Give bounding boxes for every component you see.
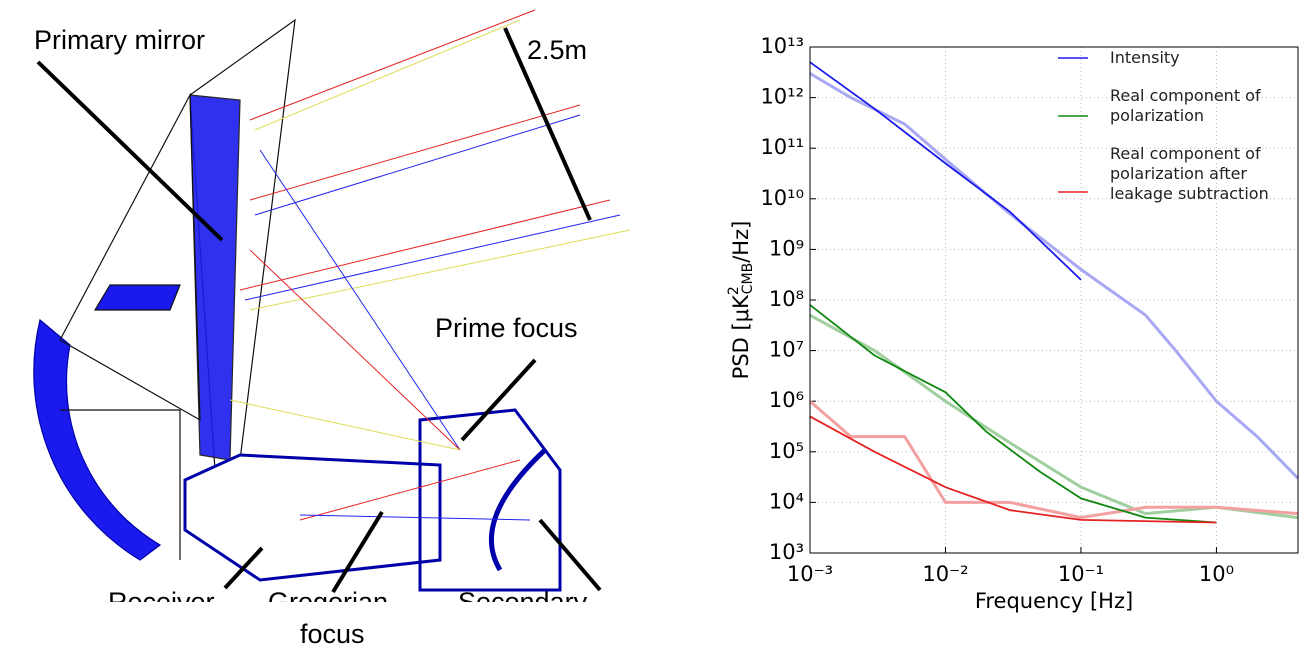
y-axis-label-part: CMB — [740, 263, 756, 294]
plot-frame — [809, 46, 1299, 554]
y-tick-label: 10⁴ — [769, 489, 804, 513]
y-tick-label: 10⁵ — [769, 439, 804, 463]
fit-line — [809, 415, 1217, 524]
psd-chart: 10³ 10⁴ 10⁵ 10⁶ 10⁷ 10⁸ 10⁹ 10¹⁰ 10¹¹ 10¹² 10¹³ 10⁻… — [726, 34, 1300, 613]
measured-line — [809, 400, 1299, 520]
diagram-label: Prime focus — [435, 313, 578, 343]
y-tick-label: 10⁶ — [769, 388, 804, 412]
measured-line — [809, 72, 1300, 480]
diagram-label: 2.5m — [527, 35, 587, 65]
diagram-label: Gregorian — [268, 587, 388, 617]
y-tick-label: 10¹² — [760, 85, 804, 109]
x-axis-label: Frequency [Hz] — [975, 589, 1133, 613]
legend-label: Real component of polarization after lea… — [1110, 144, 1269, 203]
diagram-label: Secondary — [458, 587, 588, 617]
fit-line — [809, 304, 1217, 524]
x-tick-label: 10⁻¹ — [1058, 562, 1104, 586]
legend-entry: Real component of polarization — [1110, 86, 1261, 125]
diagram-label: Receiver — [108, 587, 215, 617]
y-tick-label: 10¹⁰ — [760, 186, 804, 210]
x-tick-label: 10⁻³ — [787, 562, 833, 586]
legend-entry: Intensity — [1110, 48, 1180, 67]
diagram-label: focus — [300, 619, 365, 649]
y-axis-label-part: /Hz] — [729, 221, 753, 263]
legend-label: Intensity — [1110, 48, 1180, 67]
measured-line — [809, 313, 1299, 520]
x-tick-label: 10⁰ — [1199, 562, 1234, 586]
y-axis-label: PSD [μK2CMB/Hz] — [726, 221, 756, 380]
y-tick-label: 10⁸ — [769, 287, 804, 311]
y-axis-label-part: 2 — [726, 286, 742, 295]
legend-label: Real component of polarization — [1110, 86, 1261, 125]
legend-entry: Real component of polarization after lea… — [1110, 144, 1269, 203]
y-tick-label: 10³ — [769, 540, 804, 564]
y-axis-label-part: PSD [μK — [729, 294, 753, 379]
y-tick-label: 10¹³ — [760, 34, 804, 58]
telescope-diagram — [33, 9, 631, 594]
y-tick-label: 10¹¹ — [760, 135, 804, 159]
x-tick-label: 10⁻² — [922, 562, 968, 586]
diagram-label: Primary mirror — [34, 25, 205, 55]
y-tick-label: 10⁷ — [769, 338, 804, 362]
y-tick-label: 10⁹ — [769, 236, 804, 260]
fit-line — [809, 61, 1082, 281]
